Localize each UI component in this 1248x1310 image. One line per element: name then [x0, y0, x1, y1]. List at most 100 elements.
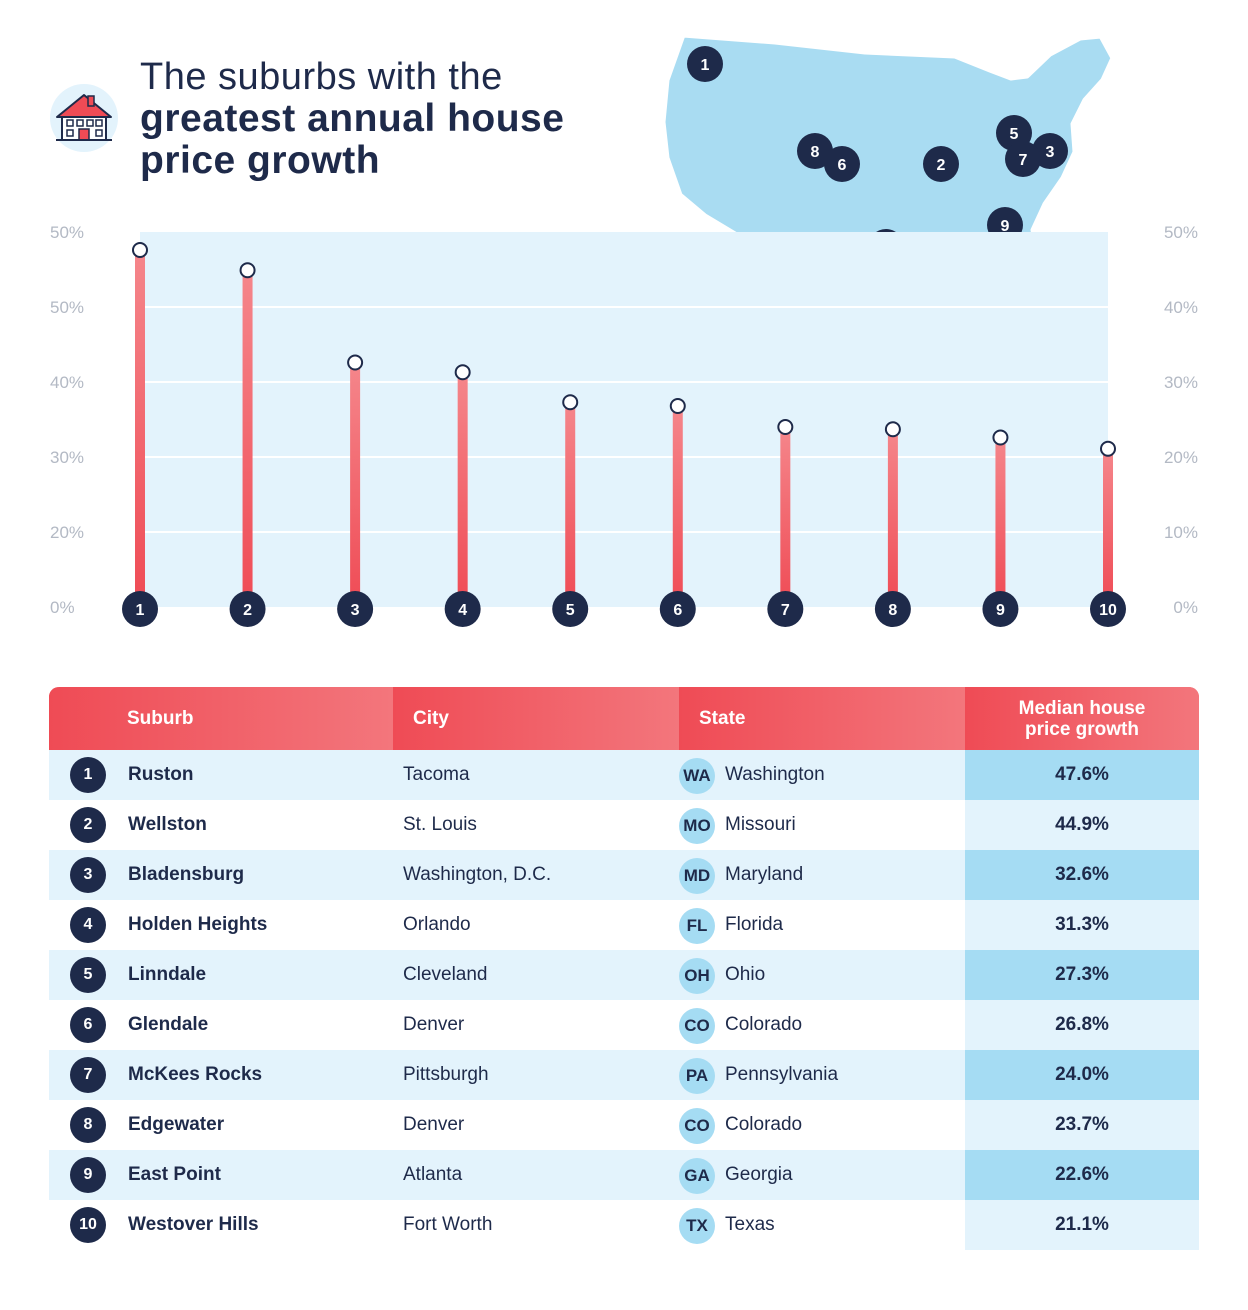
data-point	[669, 398, 686, 414]
city-cell: Tacoma	[403, 764, 470, 785]
category-badge	[337, 591, 374, 627]
category-badge	[982, 591, 1019, 627]
map-marker	[1005, 141, 1041, 177]
data-point	[132, 242, 148, 258]
map-marker	[797, 133, 833, 169]
left-tick-label: 30%	[50, 448, 84, 467]
table-body: 1 Ruston Tacoma WA Washington 47.6% 2 Wellston S…	[49, 750, 1199, 1250]
city-cell: Fort Worth	[403, 1214, 493, 1235]
city-cell: St. Louis	[403, 814, 477, 835]
rank-badge: 4	[70, 907, 106, 943]
left-tick-label: 50%	[50, 298, 84, 317]
state-abbr-badge: GA	[679, 1158, 715, 1194]
title-line-3: price growth	[140, 139, 381, 182]
state-abbr-badge: MD	[679, 858, 715, 894]
header-suburb: Suburb	[127, 707, 194, 729]
table-row: 1 Ruston Tacoma WA Washington 47.6%	[49, 750, 1199, 800]
city-cell: Atlanta	[403, 1164, 463, 1185]
state-cell: Pennsylvania	[725, 1064, 839, 1085]
category-label: 6	[673, 602, 682, 619]
house-icon	[48, 82, 120, 154]
bar	[350, 362, 361, 607]
growth-cell: 26.8%	[965, 1000, 1199, 1050]
category-badge	[874, 591, 911, 627]
bar	[1103, 448, 1113, 607]
category-badge	[552, 591, 589, 627]
growth-cell: 31.3%	[965, 900, 1199, 950]
table-row: 3 Bladensburg Washington, D.C. MD Maryland 32…	[49, 850, 1199, 900]
title-line-2: greatest annual house	[140, 97, 565, 140]
table-row: 2 Wellston St. Louis MO Missouri 44.9%	[49, 800, 1199, 850]
bar	[780, 427, 791, 607]
suburb-cell: Linndale	[128, 964, 207, 985]
rank-badge: 10	[70, 1207, 106, 1243]
suburb-cell: Bladensburg	[128, 864, 245, 885]
bar	[672, 406, 683, 607]
bar	[565, 402, 576, 607]
map-marker	[923, 146, 959, 182]
table-row: 5 Linndale Cleveland OH Ohio 27.3%	[49, 950, 1199, 1000]
table-row: 7 McKees Rocks Pittsburgh PA Pennsylvania 24.…	[49, 1050, 1199, 1100]
state-abbr-badge: MO	[679, 808, 715, 844]
bar	[242, 270, 253, 607]
lollipop-chart: 50% 50% 40% 30% 20% 0% 50% 40% 30% 20% 10% 0% 1 2 3 4…	[50, 223, 1198, 627]
growth-cell: 24.0%	[965, 1050, 1199, 1100]
category-label: 3	[351, 602, 360, 619]
city-cell: Washington, D.C.	[403, 864, 552, 885]
city-cell: Pittsburgh	[403, 1064, 489, 1085]
map-marker	[687, 46, 723, 82]
state-abbr-badge: CO	[679, 1008, 715, 1044]
table-row: 8 Edgewater Denver CO Colorado 23.7%	[49, 1100, 1199, 1150]
data-point	[239, 262, 256, 279]
state-abbr-badge: CO	[679, 1108, 715, 1144]
state-abbr-badge: PA	[679, 1058, 715, 1094]
state-cell: Florida	[725, 914, 784, 935]
state-cell: Maryland	[725, 864, 804, 885]
state-cell: Washington	[725, 764, 825, 785]
table-header: Suburb City State Median house price gro…	[49, 687, 1199, 750]
state-cell: Colorado	[725, 1114, 803, 1135]
category-label: 7	[781, 602, 790, 619]
rank-badge: 3	[70, 857, 106, 893]
city-cell: Denver	[403, 1114, 465, 1135]
data-point	[454, 364, 471, 381]
ranking-table: Suburb City State Median house price gro…	[49, 687, 1199, 1250]
map-marker-label: 2	[937, 157, 946, 174]
category-badge	[659, 591, 696, 627]
right-tick-label: 30%	[1164, 373, 1198, 392]
map-marker	[1032, 133, 1068, 169]
category-badge	[1090, 591, 1126, 627]
city-cell: Denver	[403, 1014, 465, 1035]
state-abbr-badge: FL	[679, 908, 715, 944]
bar	[457, 372, 468, 607]
right-tick-label: 20%	[1164, 448, 1198, 467]
left-tick-label: 0%	[50, 598, 75, 617]
category-badge	[122, 591, 158, 627]
page-title: The suburbs with the greatest annual hou…	[140, 56, 640, 182]
table-row: 4 Holden Heights Orlando FL Florida 31.3%	[49, 900, 1199, 950]
category-badge	[444, 591, 481, 627]
table-row: 9 East Point Atlanta GA Georgia 22.6%	[49, 1150, 1199, 1200]
suburb-cell: McKees Rocks	[128, 1064, 263, 1085]
bar	[995, 437, 1006, 607]
category-label: 1	[136, 602, 145, 619]
category-label: 8	[888, 602, 897, 619]
category-badge	[767, 591, 804, 627]
data-point	[884, 421, 901, 438]
table-row: 10 Westover Hills Fort Worth TX Texas 21.1%	[49, 1200, 1199, 1250]
map-marker	[824, 146, 860, 182]
right-tick-label: 50%	[1164, 223, 1198, 242]
right-tick-label: 40%	[1164, 298, 1198, 317]
suburb-cell: Wellston	[128, 814, 207, 835]
growth-cell: 23.7%	[965, 1100, 1199, 1150]
category-label: 2	[243, 602, 252, 619]
left-tick-label: 20%	[50, 523, 84, 542]
category-label: 10	[1099, 602, 1117, 619]
state-cell: Missouri	[725, 814, 796, 835]
state-abbr-badge: WA	[679, 758, 715, 794]
header-growth: Median house price growth	[1018, 697, 1146, 740]
rank-badge: 9	[70, 1157, 106, 1193]
data-point	[347, 354, 364, 371]
suburb-cell: Glendale	[128, 1014, 209, 1035]
map-marker-label: 9	[1001, 218, 1010, 235]
